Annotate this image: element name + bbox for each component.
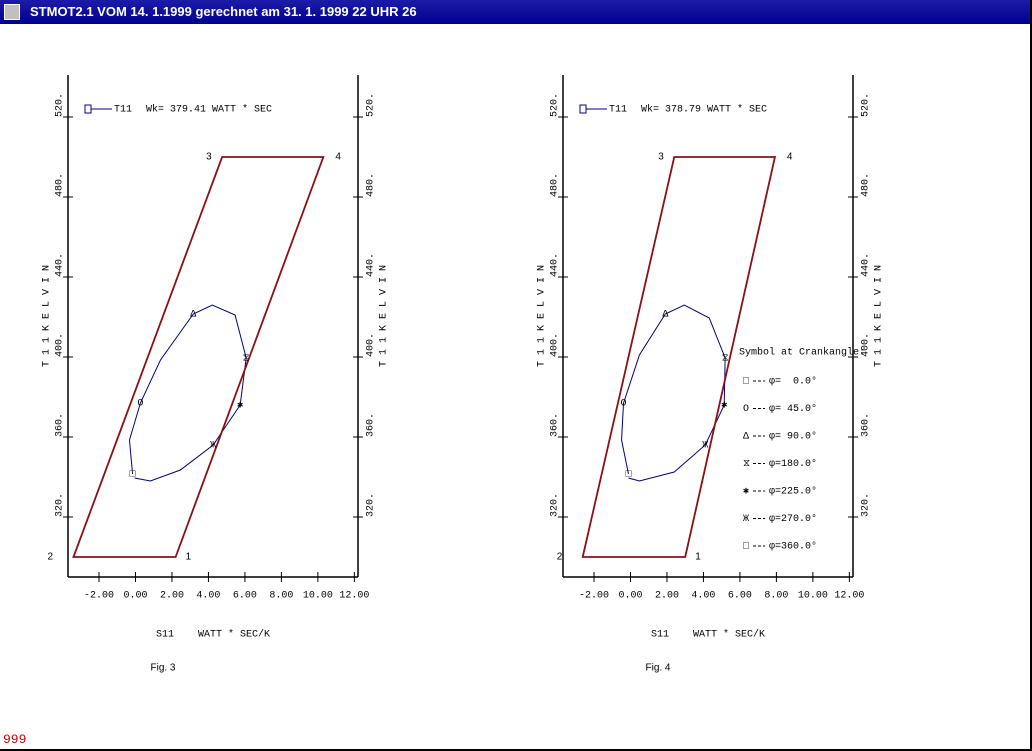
x-tick-label: 4.00 [196,591,220,602]
y-tick-label-right: 400. [861,333,872,357]
legend-annotation: Wk= 379.41 WATT * SEC [146,104,272,116]
y-tick-label-right: 480. [861,173,872,197]
y-tick-label-right: 320. [861,493,872,517]
status-text: 999 [3,732,27,747]
y-tick-label: 520. [550,93,561,117]
y-tick-label: 480. [55,173,66,197]
y-tick-label-right: 400. [366,333,377,357]
crank-marker: □ [625,470,631,481]
series-line [621,304,726,482]
crank-marker: O [137,399,143,410]
x-tick-label: 10.00 [303,591,333,602]
crank-legend-label: φ=225.0° [769,486,817,498]
window-title: STMOT2.1 VOM 14. 1.1999 gerechnet am 31.… [30,4,417,19]
y-tick-label: 480. [550,173,561,197]
y-tick-label-right: 320. [366,493,377,517]
x-tick-label: 12.00 [339,591,369,602]
crank-marker: Δ [190,310,196,321]
corner-label: 3 [658,152,664,163]
corner-label: 2 [557,552,563,563]
y-tick-label-right: 440. [366,253,377,277]
x-tick-label: 0.00 [123,591,147,602]
x-tick-label: 12.00 [834,591,864,602]
crank-marker: ✱ [237,401,243,412]
corner-label: 4 [335,152,341,163]
y-tick-label: 360. [550,413,561,437]
x-tick-label: -2.00 [579,591,609,602]
crank-legend-label: φ= 45.0° [769,403,817,415]
crank-legend-label: φ=270.0° [769,513,817,525]
corner-label: 4 [787,152,793,163]
x-tick-label: 6.00 [728,591,752,602]
crank-marker: □ [130,470,136,481]
cycle-outline [72,156,325,558]
crank-legend-label: φ= 90.0° [769,431,817,443]
y-axis-label: T 1 1 K E L V I N [537,265,548,367]
x-tick-label: 0.00 [618,591,642,602]
x-tick-label: 2.00 [655,591,679,602]
crank-legend-label: φ= 0.0° [769,376,817,388]
system-menu[interactable] [4,4,20,20]
title-bar: STMOT2.1 VOM 14. 1.1999 gerechnet am 31.… [0,0,1030,24]
crank-legend-symbol: Δ [743,432,749,443]
y-tick-label: 520. [55,93,66,117]
y-tick-label-right: 440. [861,253,872,277]
legend-annotation: Wk= 378.79 WATT * SEC [641,104,767,116]
crank-legend-label: φ=360.0° [769,541,817,553]
y-tick-label-right: 480. [366,173,377,197]
y-axis-label: T 1 1 K E L V I N [42,265,53,367]
legend-label: T11 [609,105,627,116]
corner-label: 1 [186,552,192,563]
x-tick-label: 6.00 [233,591,257,602]
x-tick-label: 8.00 [764,591,788,602]
crank-legend-symbol: O [743,404,749,415]
crank-legend-symbol: ⧖ [743,459,750,470]
y-tick-label-right: 520. [861,93,872,117]
corner-label: 2 [47,552,53,563]
y-tick-label-right: 360. [366,413,377,437]
legend-symbol [84,104,92,114]
crank-marker: O [621,399,627,410]
y-tick-label: 320. [550,493,561,517]
crank-legend-symbol: Ж [743,514,749,525]
crank-marker: Ж [210,441,216,452]
x-axis-label: S11 WATT * SEC/K [651,629,765,641]
y-axis-label-right: T 1 1 K E L V I N [874,265,885,367]
crank-marker: ✱ [721,401,727,412]
crank-marker: Δ [662,310,668,321]
crank-marker: ⧖ [243,354,250,365]
corner-label: 1 [695,552,701,563]
crank-legend-symbol: ✱ [743,487,749,498]
crank-legend-symbol: □ [743,377,749,388]
crank-legend-label: φ=180.0° [769,458,817,470]
crank-marker: Ж [702,441,708,452]
cycle-outline [581,156,777,558]
legend-label: T11 [114,105,132,116]
y-tick-label: 440. [550,253,561,277]
x-tick-label: 4.00 [691,591,715,602]
caption: Fig. 4 [645,663,670,674]
caption: Fig. 3 [150,663,175,674]
corner-label: 3 [206,152,212,163]
y-tick-label: 400. [550,333,561,357]
x-tick-label: -2.00 [84,591,114,602]
x-tick-label: 10.00 [798,591,828,602]
y-tick-label: 360. [55,413,66,437]
series-line [128,304,247,482]
y-tick-label: 400. [55,333,66,357]
x-axis-label: S11 WATT * SEC/K [156,629,270,641]
legend-symbol [579,104,587,114]
x-tick-label: 2.00 [160,591,184,602]
y-tick-label: 440. [55,253,66,277]
y-axis-label-right: T 1 1 K E L V I N [379,265,390,367]
crank-legend-symbol: □ [743,542,749,553]
crank-marker: ⧖ [722,354,729,365]
y-tick-label: 320. [55,493,66,517]
y-tick-label-right: 520. [366,93,377,117]
crank-legend-title: Symbol at Crankangle: [739,347,865,359]
x-tick-label: 8.00 [269,591,293,602]
y-tick-label-right: 360. [861,413,872,437]
